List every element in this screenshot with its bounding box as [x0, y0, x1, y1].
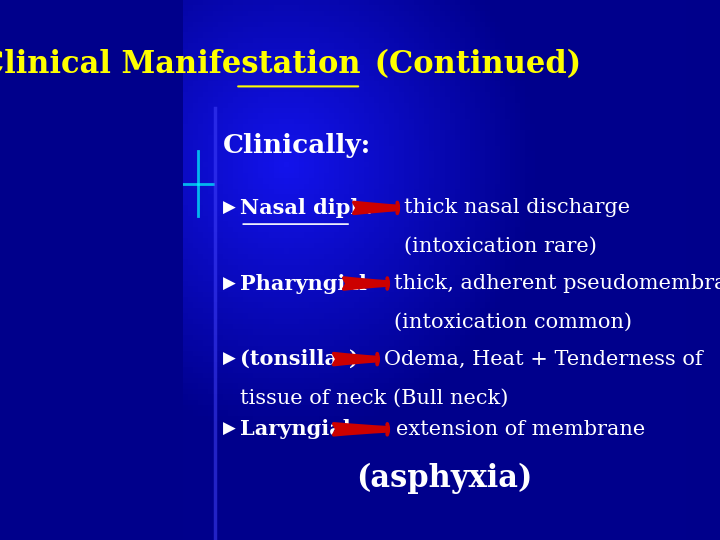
Text: Clinical Manifestation: Clinical Manifestation: [0, 49, 361, 80]
Text: Pharyngial: Pharyngial: [240, 273, 367, 294]
Text: ▶: ▶: [222, 420, 235, 438]
Text: ▶: ▶: [222, 199, 235, 217]
Text: Odema, Heat + Tenderness of: Odema, Heat + Tenderness of: [384, 349, 702, 369]
Text: ▶: ▶: [222, 350, 235, 368]
Text: Laryngial: Laryngial: [240, 419, 351, 440]
Text: ▶: ▶: [222, 274, 235, 293]
Text: (tonsillar): (tonsillar): [240, 349, 359, 369]
Text: (intoxication common): (intoxication common): [394, 313, 631, 332]
Text: thick nasal discharge: thick nasal discharge: [404, 198, 630, 218]
Text: tissue of neck (Bull neck): tissue of neck (Bull neck): [240, 388, 509, 408]
Text: (Continued): (Continued): [364, 49, 580, 80]
Text: thick, adherent pseudomembrane: thick, adherent pseudomembrane: [394, 274, 720, 293]
Text: Clinically:: Clinically:: [222, 133, 371, 158]
Text: (asphyxia): (asphyxia): [356, 462, 532, 494]
Text: Nasal diph.: Nasal diph.: [240, 198, 374, 218]
Text: (intoxication rare): (intoxication rare): [404, 237, 597, 256]
Text: extension of membrane: extension of membrane: [396, 420, 645, 439]
